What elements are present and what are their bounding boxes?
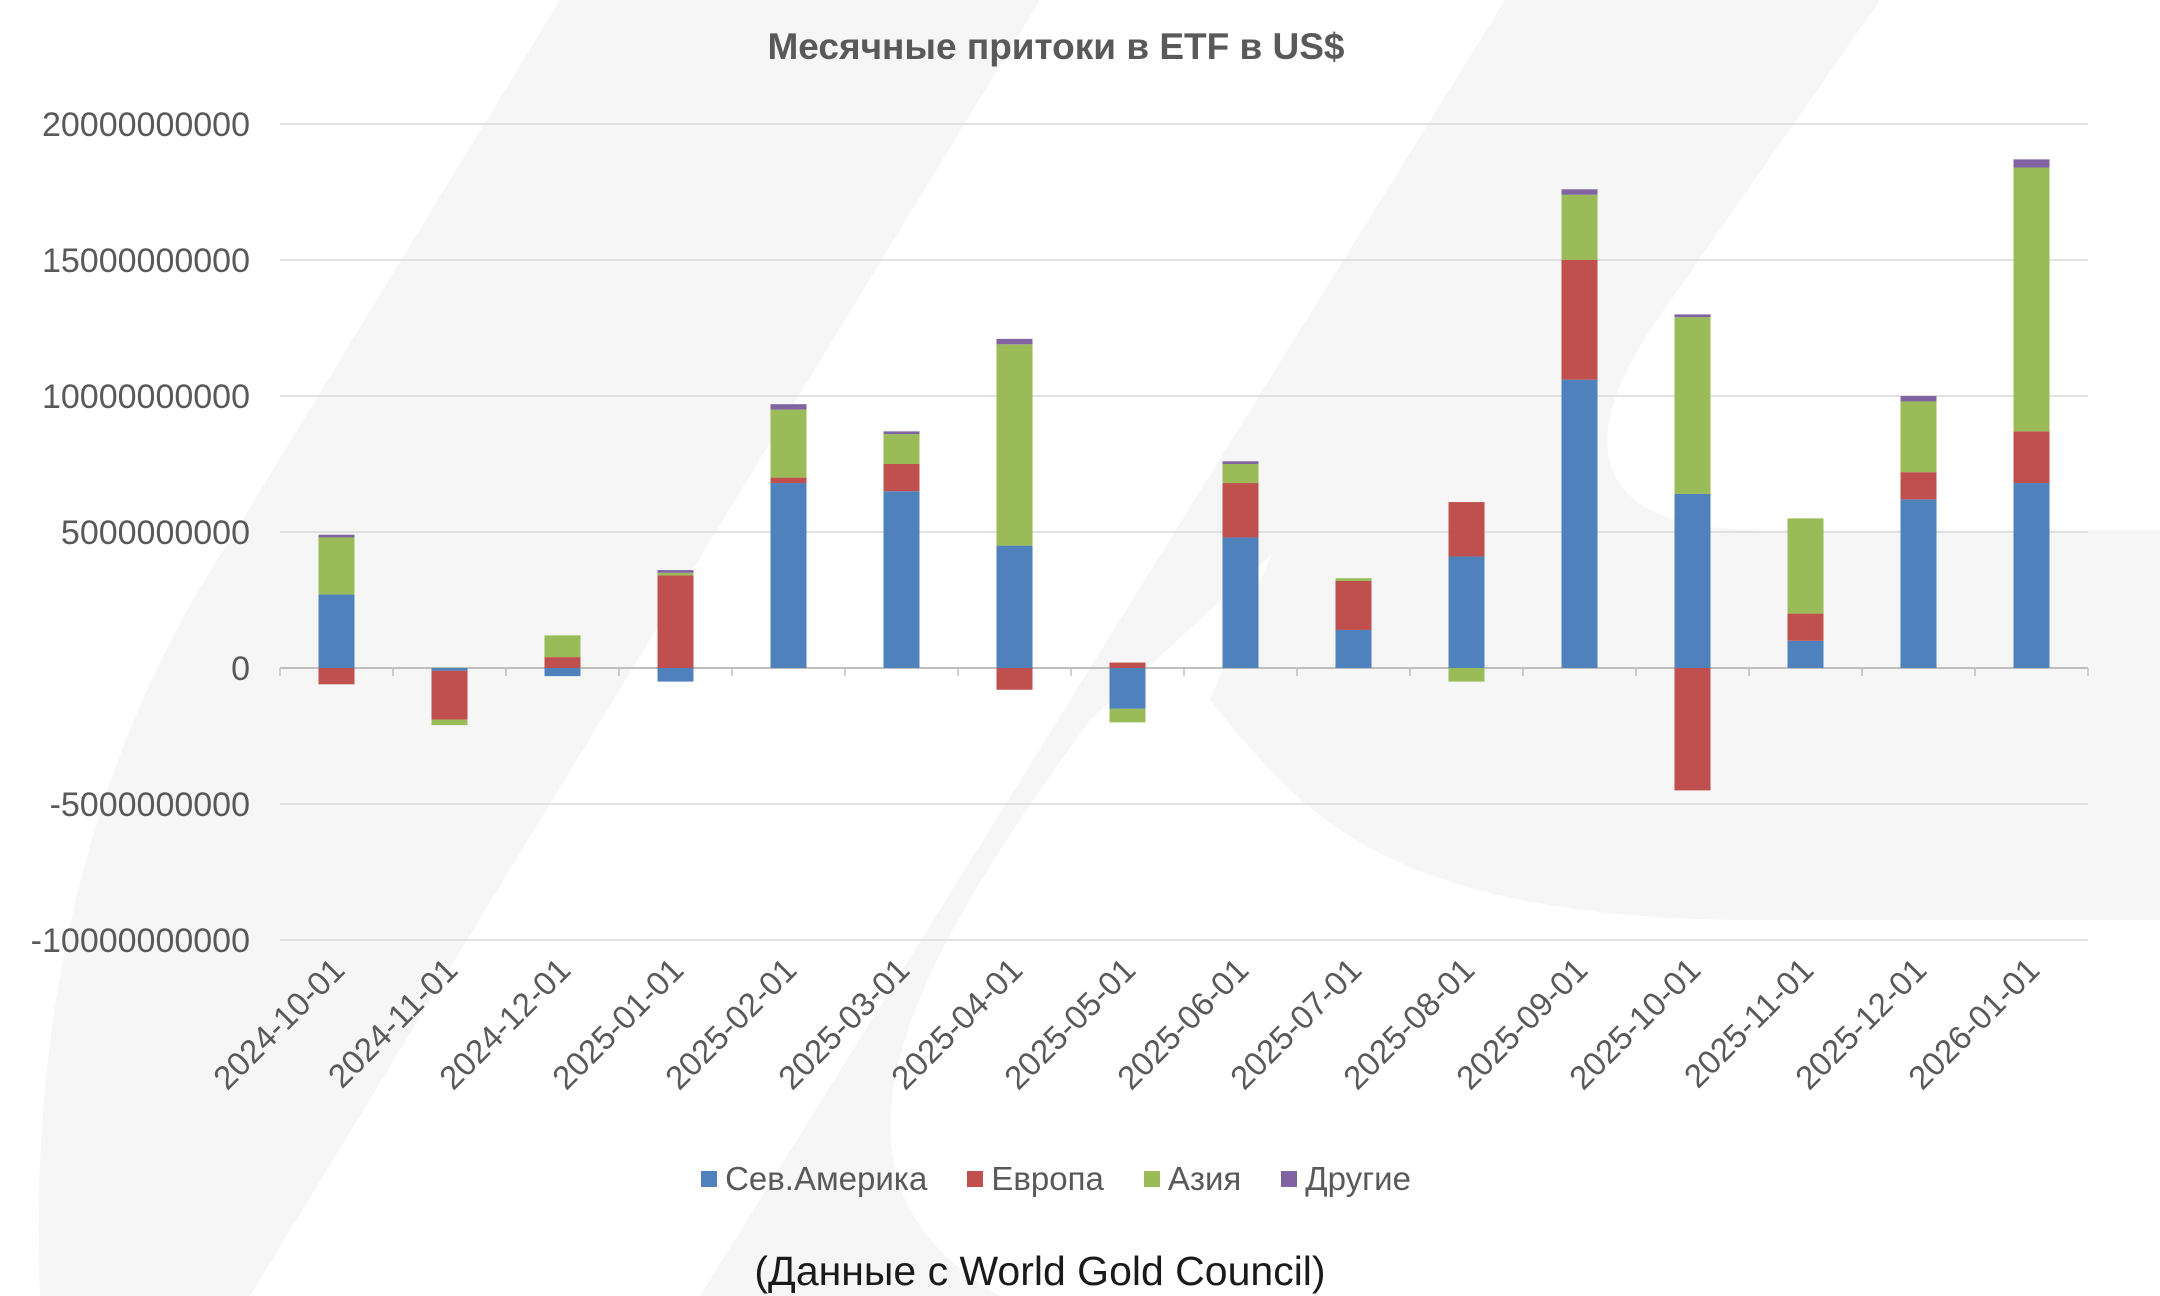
legend-swatch (967, 1171, 984, 1187)
bar-segment-1 (1335, 629, 1372, 668)
bar-segment-2 (1787, 613, 1824, 641)
legend-swatch (701, 1171, 718, 1187)
bar-segment-2 (883, 464, 920, 492)
legend-label: Азия (1167, 1160, 1242, 1197)
bar-segment-4 (657, 570, 694, 573)
bar-segment-1 (770, 483, 807, 668)
bar-segment-1 (544, 668, 581, 677)
bar-segment-3 (770, 409, 807, 478)
legend-label: Сев.Америка (725, 1160, 928, 1197)
bar-segment-2 (770, 477, 807, 484)
bar-segment-3 (1561, 194, 1598, 260)
bar-segment-2 (657, 575, 694, 668)
chart-title: Месячные притоки в ETF в US$ (767, 26, 1345, 67)
bar-segment-3 (1787, 518, 1824, 614)
bar-segment-2 (2013, 431, 2050, 484)
bar-segment-3 (1674, 317, 1711, 494)
bar-segment-1 (1448, 556, 1485, 668)
bar-segment-2 (1448, 502, 1485, 557)
bar-segment-2 (1222, 483, 1259, 538)
legend-label: Европа (991, 1160, 1104, 1197)
bar-segment-1 (1787, 640, 1824, 668)
bar-segment-1 (883, 491, 920, 668)
bar-segment-4 (770, 404, 807, 410)
bar-segment-4 (1674, 314, 1711, 318)
bar-segment-1 (1561, 379, 1598, 668)
legend-swatch (1143, 1171, 1160, 1187)
bar-segment-1 (1222, 537, 1259, 668)
bar-segment-3 (544, 635, 581, 658)
bar-segment-2 (431, 670, 468, 720)
bar-segment-4 (996, 338, 1033, 345)
y-tick-label: 20000000000 (42, 106, 250, 144)
y-tick-label: -5000000000 (50, 786, 250, 824)
source-note: (Данные с World Gold Council) (754, 1248, 1326, 1294)
bar-segment-3 (1900, 401, 1937, 473)
bar-segment-4 (1561, 189, 1598, 195)
legend-label: Другие (1305, 1160, 1411, 1197)
bar-segment-2 (1109, 662, 1146, 668)
chart-legend: Сев.Америка Европа Азия Другие (0, 1160, 2112, 1198)
bar-segment-3 (657, 572, 694, 576)
bar-segment-2 (1900, 472, 1937, 500)
bar-segment-1 (431, 668, 468, 671)
bar-segment-1 (1674, 493, 1711, 668)
y-tick-label: 15000000000 (42, 242, 250, 280)
bar-segment-1 (1109, 668, 1146, 709)
bar-segment-1 (2013, 483, 2050, 668)
bar-segment-2 (544, 657, 581, 668)
bar-segment-3 (1222, 464, 1259, 484)
bar-segment-1 (657, 668, 694, 682)
y-tick-label: 10000000000 (42, 378, 250, 416)
legend-item: Другие (1281, 1160, 1411, 1198)
bar-segment-3 (318, 537, 355, 595)
bar-segment-3 (1335, 578, 1372, 581)
bar-segment-4 (1900, 396, 1937, 402)
bar-segment-1 (1900, 499, 1937, 668)
bar-segment-3 (1448, 668, 1485, 682)
bar-segment-1 (318, 594, 355, 668)
legend-item: Азия (1143, 1160, 1242, 1198)
bar-segment-3 (1109, 708, 1146, 723)
bar-segment-3 (883, 434, 920, 464)
bar-segment-1 (996, 545, 1033, 668)
bar-segment-2 (318, 668, 355, 685)
bar-segment-3 (2013, 167, 2050, 432)
bar-segment-2 (1335, 580, 1372, 630)
y-tick-label: 0 (231, 650, 250, 688)
bar-segment-2 (996, 668, 1033, 690)
bar-segment-2 (1561, 260, 1598, 380)
y-tick-label: 5000000000 (61, 514, 250, 552)
bar-segment-3 (996, 344, 1033, 546)
bar-segment-3 (431, 719, 468, 726)
legend-item: Сев.Америка (701, 1160, 927, 1198)
legend-item: Европа (967, 1160, 1104, 1198)
bar-segment-4 (883, 431, 920, 435)
y-tick-label: -10000000000 (31, 922, 250, 960)
bar-segment-4 (2013, 159, 2050, 168)
bar-segment-4 (318, 534, 355, 538)
legend-swatch (1281, 1171, 1298, 1187)
bar-segment-4 (1222, 461, 1259, 464)
bar-segment-2 (1674, 668, 1711, 791)
